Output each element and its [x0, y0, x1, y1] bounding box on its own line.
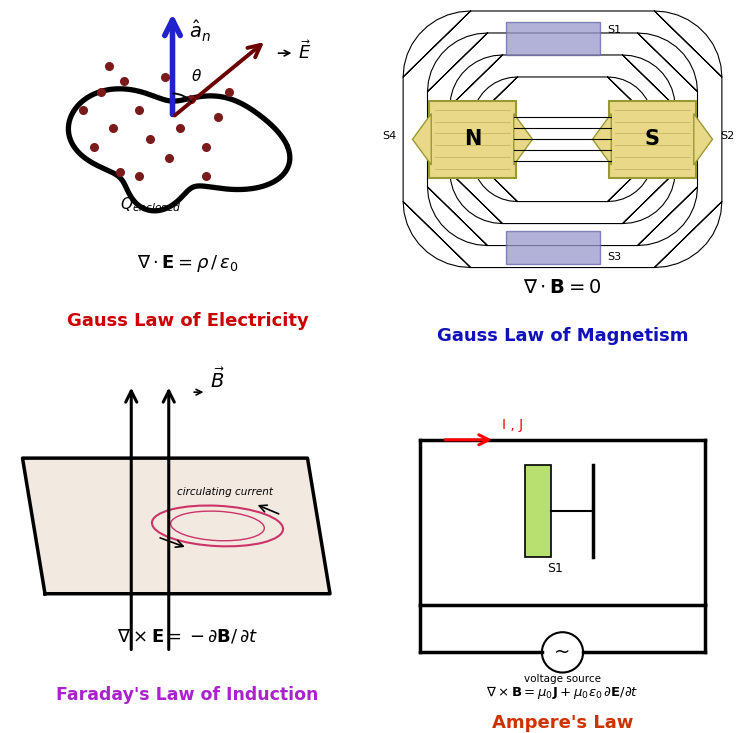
FancyBboxPatch shape [506, 22, 600, 55]
Text: N: N [464, 129, 482, 150]
Text: $\vec{B}$: $\vec{B}$ [210, 368, 225, 392]
Text: voltage source: voltage source [524, 674, 601, 684]
FancyBboxPatch shape [429, 101, 516, 178]
Text: $\theta$: $\theta$ [191, 67, 202, 84]
Polygon shape [413, 114, 431, 165]
Text: $\vec{E}$: $\vec{E}$ [298, 40, 311, 63]
Text: $\nabla \times \mathbf{E} = -\partial \mathbf{B} / \, \partial t$: $\nabla \times \mathbf{E} = -\partial \m… [117, 627, 258, 645]
Text: Faraday's Law of Induction: Faraday's Law of Induction [56, 686, 319, 704]
Polygon shape [514, 114, 532, 165]
Text: S3: S3 [608, 252, 622, 262]
Text: $\nabla \cdot \mathbf{B} = 0$: $\nabla \cdot \mathbf{B} = 0$ [524, 279, 602, 297]
Text: $\hat{a}_n$: $\hat{a}_n$ [189, 18, 211, 43]
Polygon shape [22, 458, 330, 594]
Text: I , J: I , J [503, 418, 524, 432]
Text: S: S [645, 129, 660, 150]
Text: circulating current: circulating current [177, 487, 273, 497]
Text: S2: S2 [720, 131, 734, 141]
Text: S1: S1 [608, 25, 622, 35]
Text: Ampere's Law: Ampere's Law [492, 713, 633, 732]
Text: Gauss Law of Magnetism: Gauss Law of Magnetism [436, 327, 688, 345]
FancyBboxPatch shape [525, 465, 551, 557]
FancyBboxPatch shape [506, 231, 600, 264]
Text: $\nabla \cdot \mathbf{E} = \rho \, / \, \varepsilon_0$: $\nabla \cdot \mathbf{E} = \rho \, / \, … [136, 253, 238, 273]
Text: $\nabla \times \mathbf{B} = \mu_0\mathbf{J} + \mu_0\varepsilon_0 \, \partial\mat: $\nabla \times \mathbf{B} = \mu_0\mathbf… [486, 685, 639, 701]
Polygon shape [592, 114, 611, 165]
Text: S1: S1 [547, 561, 563, 575]
Polygon shape [694, 114, 712, 165]
Text: ~: ~ [554, 643, 571, 662]
FancyBboxPatch shape [609, 101, 696, 178]
Text: Gauss Law of Electricity: Gauss Law of Electricity [67, 312, 308, 330]
Text: S4: S4 [382, 131, 397, 141]
Text: $Q_{enclosed}$: $Q_{enclosed}$ [120, 195, 182, 213]
